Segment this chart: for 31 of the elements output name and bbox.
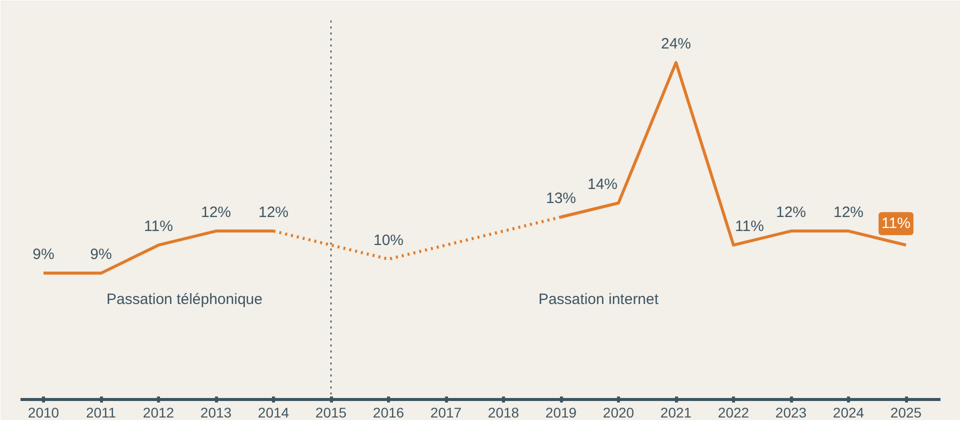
data-label: 12% — [200, 204, 232, 222]
x-tick-label: 2021 — [660, 404, 692, 420]
data-label: 11% — [144, 218, 173, 236]
x-tick-label: 2022 — [718, 404, 750, 420]
data-label: 12% — [776, 204, 806, 222]
data-label: 12% — [833, 204, 864, 222]
x-tick-label: 2017 — [430, 404, 462, 420]
x-tick-label: 2013 — [200, 404, 232, 420]
data-label: 13% — [546, 190, 576, 208]
annotation: Passation internet — [538, 291, 660, 308]
x-tick-label: 2014 — [258, 404, 290, 420]
x-tick-label: 2024 — [832, 404, 864, 420]
data-label: 9% — [90, 246, 112, 264]
x-tick-label: 2019 — [545, 404, 577, 420]
x-tick-label: 2016 — [372, 404, 404, 420]
x-tick-label: 2011 — [86, 404, 116, 420]
data-label: 11% — [735, 218, 764, 236]
data-label: 9% — [32, 246, 54, 264]
data-label: 11% — [882, 215, 910, 232]
x-tick-label: 2018 — [488, 404, 520, 420]
annotation: Passation téléphonique — [106, 291, 262, 308]
x-tick-label: 2012 — [142, 404, 174, 420]
x-tick-label: 2025 — [890, 404, 922, 420]
x-tick-label: 2015 — [315, 404, 347, 420]
x-tick-label: 2020 — [602, 404, 634, 420]
data-label: 12% — [258, 204, 289, 222]
data-label: 24% — [660, 36, 692, 53]
x-tick-label: 2023 — [775, 404, 807, 420]
data-label: 10% — [373, 232, 404, 250]
x-tick-label: 2010 — [28, 404, 60, 420]
data-label: 14% — [587, 176, 618, 193]
